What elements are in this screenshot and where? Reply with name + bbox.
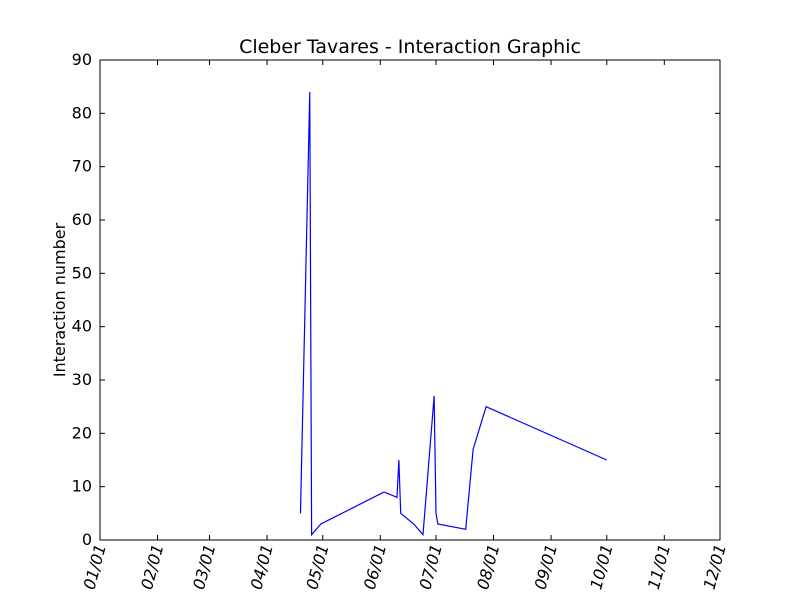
y-axis-label: Interaction number	[50, 222, 69, 377]
y-tick-label: 90	[72, 50, 92, 69]
y-tick-label: 70	[72, 157, 92, 176]
series-line	[299, 91, 608, 537]
y-tick-label: 60	[72, 210, 92, 229]
axes-frame	[99, 59, 721, 541]
y-tick-label: 80	[72, 103, 92, 122]
y-tick-label: 10	[72, 477, 92, 496]
y-tick-label: 40	[72, 317, 92, 336]
y-tick-label: 50	[72, 263, 92, 282]
y-tick-label: 20	[72, 423, 92, 442]
y-tick-label: 30	[72, 370, 92, 389]
chart-title: Cleber Tavares - Interaction Graphic	[239, 36, 581, 58]
y-tick-label: 0	[82, 530, 92, 549]
